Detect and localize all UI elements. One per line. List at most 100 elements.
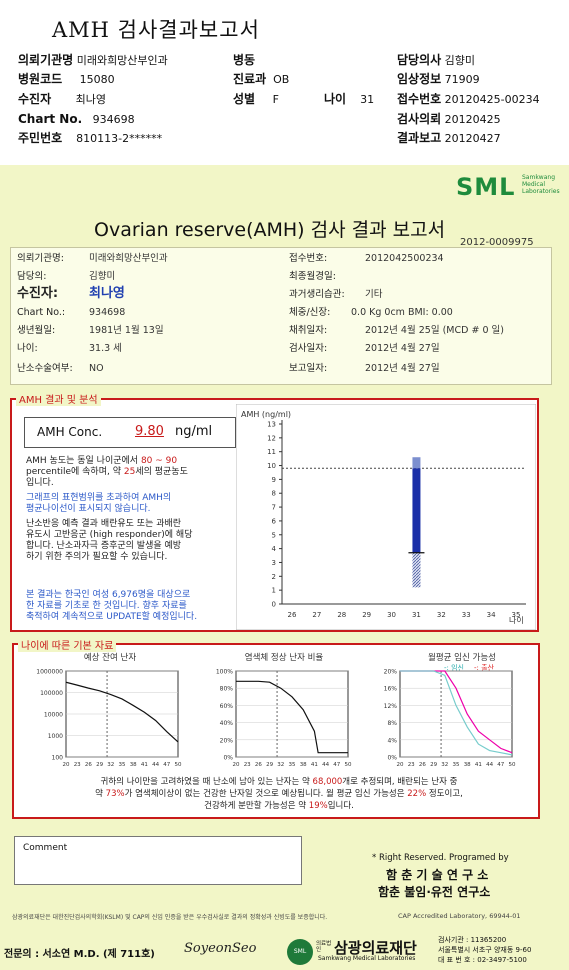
y-tick-label: 1000000 [36,669,63,676]
header-row-3-age: 나이 31 [324,92,375,106]
org-name: 삼광의료재단 [334,939,417,957]
org-address: 검사기관 : 11365200 서울특별시 서초구 양재동 9-60 대 표 번 호… [438,936,532,964]
info-patient-value: 최나영 [89,286,125,301]
x-tick-label: 50 [175,762,182,768]
info-receipt: 접수번호: [289,253,328,264]
x-tick-label: 32 [277,762,284,768]
report-title: Ovarian reserve(AMH) 검사 결과 보고서 [94,219,446,241]
accreditation-note: 삼광의료재단은 대한진단검사의학회(KSLM) 및 CAP의 신임 인증을 받은… [12,914,328,921]
signature: SoyeonSeo [184,941,257,956]
x-tick-label: 29 [430,762,437,768]
info-doctor: 담당의: [17,271,47,282]
info-collect-value: 2012년 4월 25일 (MCD # 0 일) [365,325,504,336]
remaining-oocyte-title: 예상 잔여 난자 [84,652,137,663]
x-tick-label: 50 [509,762,516,768]
x-tick-label: 44 [322,762,329,768]
info-birth-value: 1981년 1월 13일 [89,325,164,336]
header-row-3-sex: 성별 F [233,92,279,106]
amh-percentile-text: AMH 농도는 동일 나이군에서 80 ~ 90 percentile에 속하며… [26,456,188,488]
sml-logo-subtitle: Samkwang Medical Laboratories [522,174,560,195]
basic-summary-text: 귀하의 나이만을 고려하였을 때 난소에 남아 있는 난자는 약 68,000개… [95,777,463,811]
specialist: 전문의 : 서소연 M.D. (제 711호) [4,949,155,960]
normal-chromosome-chart: 염색체 정상 난자 비율 100% 80% 60% 40% 20% 0%20 23 26 29 3… [216,652,352,768]
x-tick-label: 23 [408,762,415,768]
comment-box: Comment [14,836,302,885]
amh-x-tick-label: 33 [462,611,471,619]
info-collect: 채취일자: [289,325,328,336]
amh-analysis-section: AMH Conc. 9.80 ng/ml AMH 농도는 동일 나이군에서 80… [10,398,539,632]
pregnancy-chance-chart: 월평균 임신 가능성 -: 임신 -: 출산 20% 16% 12% 8% 4% 0%20… [384,652,516,768]
amh-graph-note: 그래프의 표현범위를 초과하여 AMH의 평균나이선이 표시되지 않습니다. [26,493,172,514]
sml-seal-icon: SML [287,939,313,965]
institute-2: 함춘 불임·유전 연구소 [378,885,491,899]
amh-x-tick-label: 29 [362,611,371,619]
x-tick-label: 47 [497,762,504,768]
info-receipt-value: 2012042500234 [365,253,444,264]
info-report: 보고일자: [289,363,328,374]
x-tick-label: 29 [96,762,103,768]
amh-x-tick-label: 27 [312,611,321,619]
info-birth: 생년월일: [17,325,56,336]
x-tick-label: 35 [453,762,460,768]
patient-info-box: 의뢰기관명: 미래와희망산부인과 담당의: 김향미 수진자: 최나영 Chart… [10,247,552,385]
info-weight: 체중/신장: [289,307,331,318]
amh-y-tick-label: 5 [272,531,276,539]
cap-text: CAP Accredited Laboratory, 69944-01 [398,912,521,920]
info-age-value: 31.3 세 [89,343,122,354]
x-tick-label: 44 [486,762,493,768]
normal-chromosome-title: 염색체 정상 난자 비율 [245,652,324,663]
y-tick-label: 40% [220,720,234,727]
series-line-0 [65,681,179,743]
rights-text: * Right Reserved. Programed by [372,853,509,863]
x-tick-label: 47 [163,762,170,768]
info-menses: 과거생리습관: [289,289,345,300]
info-doctor-value: 김향미 [89,271,116,282]
info-weight-value: 0.0 Kg 0cm BMI: 0.00 [351,307,453,318]
x-tick-label: 20 [397,762,404,768]
y-tick-label: 100 [52,755,64,762]
amh-chart-xlabel: 나이 [509,615,524,625]
info-test: 검사일자: [289,343,328,354]
y-tick-label: 4% [387,737,397,744]
amh-bar-solid [412,468,421,553]
x-tick-label: 38 [300,762,307,768]
x-tick-label: 26 [255,762,262,768]
amh-y-tick-label: 7 [272,504,276,512]
amh-y-tick-label: 0 [272,601,276,609]
amh-y-tick-label: 10 [267,462,276,470]
x-tick-label: 35 [289,762,296,768]
amh-x-tick-label: 26 [288,611,297,619]
series-line-1 [400,670,513,756]
amh-y-tick-label: 2 [272,573,276,581]
header-row-2: 병원코드 15080 [18,72,115,86]
amh-value: 9.80 [135,424,164,439]
header-row-5-result: 결과보고 20120427 [397,131,501,145]
x-tick-label: 26 [419,762,426,768]
institute-1: 함 춘 기 술 연 구 소 [386,868,489,882]
x-tick-label: 38 [130,762,137,768]
amh-section-label: AMH 결과 및 분석 [16,391,101,406]
header-row-4: Chart No. 934698 [18,112,135,126]
info-report-value: 2012년 4월 27일 [365,363,440,374]
y-tick-label: 16% [384,686,398,693]
amh-y-tick-label: 13 [267,421,276,429]
amh-x-tick-label: 32 [437,611,446,619]
x-tick-label: 26 [85,762,92,768]
amh-y-tick-label: 12 [267,434,276,442]
y-tick-label: 1000 [48,733,63,740]
amh-data-note: 본 결과는 한국인 여성 6,976명을 대상으로 한 자료를 기초로 한 것입니… [26,590,198,622]
x-tick-label: 20 [63,762,70,768]
header-row-5: 주민번호 810113-2****** [18,131,163,145]
document-title: AMH 검사결과보고서 [52,18,260,42]
amh-y-tick-label: 4 [272,545,277,553]
x-tick-label: 20 [233,762,240,768]
amh-y-tick-label: 8 [272,490,276,498]
basic-section-label: 나이에 따른 기본 자료 [18,637,117,652]
header-row-2-clinical: 임상정보 71909 [397,72,480,86]
info-chart-value: 934698 [89,307,126,318]
header-row-1-ward: 병동 [233,53,256,67]
y-tick-label: 100000 [40,690,63,697]
y-tick-label: 0% [387,755,397,762]
